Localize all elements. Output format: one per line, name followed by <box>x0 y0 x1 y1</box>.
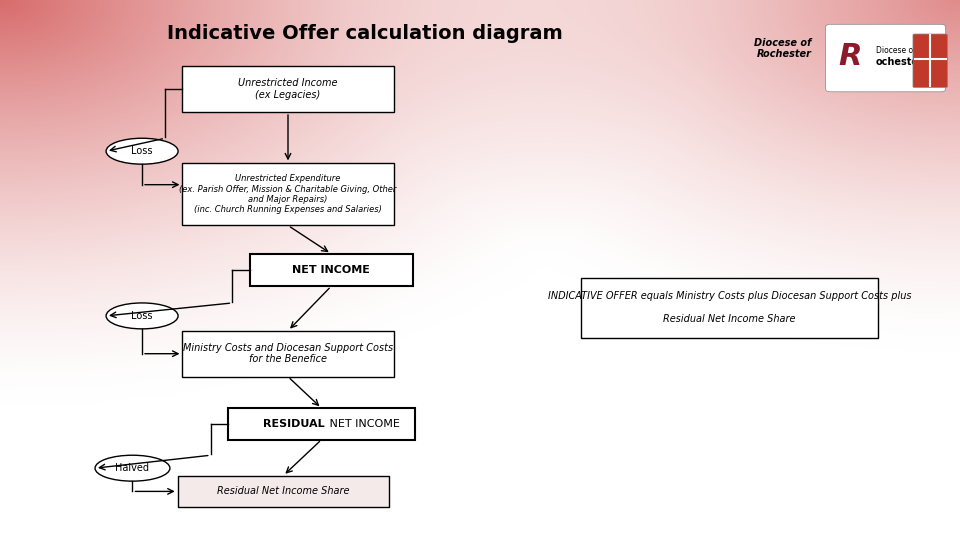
Text: NET INCOME: NET INCOME <box>326 419 400 429</box>
FancyBboxPatch shape <box>913 34 948 87</box>
Ellipse shape <box>106 303 178 329</box>
FancyBboxPatch shape <box>182 66 394 112</box>
Text: Loss: Loss <box>132 311 153 321</box>
Ellipse shape <box>95 455 170 481</box>
Text: Loss: Loss <box>132 146 153 156</box>
Text: Diocese of
Rochester: Diocese of Rochester <box>754 38 811 59</box>
Text: Unrestricted Income
(ex Legacies): Unrestricted Income (ex Legacies) <box>238 78 338 100</box>
FancyBboxPatch shape <box>182 163 394 226</box>
Text: Ministry Costs and Diocesan Support Costs
for the Benefice: Ministry Costs and Diocesan Support Cost… <box>183 343 393 364</box>
Text: INDICATIVE OFFER equals Ministry Costs plus Diocesan Support Costs plus: INDICATIVE OFFER equals Ministry Costs p… <box>548 291 911 301</box>
Text: R: R <box>838 42 861 71</box>
FancyBboxPatch shape <box>228 408 415 440</box>
Text: Unrestricted Expenditure
(ex. Parish Offer, Mission & Charitable Giving, Other
a: Unrestricted Expenditure (ex. Parish Off… <box>180 174 396 214</box>
Text: Residual Net Income Share: Residual Net Income Share <box>663 314 796 323</box>
FancyBboxPatch shape <box>182 330 394 377</box>
Text: NET INCOME: NET INCOME <box>292 265 371 275</box>
Text: Indicative Offer calculation diagram: Indicative Offer calculation diagram <box>167 24 563 43</box>
Text: Halved: Halved <box>115 463 150 473</box>
Text: Diocese of: Diocese of <box>876 46 916 55</box>
Text: ochester: ochester <box>876 57 924 67</box>
FancyBboxPatch shape <box>250 254 413 286</box>
Text: RESIDUAL: RESIDUAL <box>263 419 324 429</box>
Text: Residual Net Income Share: Residual Net Income Share <box>217 487 349 496</box>
FancyBboxPatch shape <box>826 24 946 92</box>
FancyBboxPatch shape <box>581 278 878 338</box>
Ellipse shape <box>106 138 178 164</box>
FancyBboxPatch shape <box>178 476 389 507</box>
